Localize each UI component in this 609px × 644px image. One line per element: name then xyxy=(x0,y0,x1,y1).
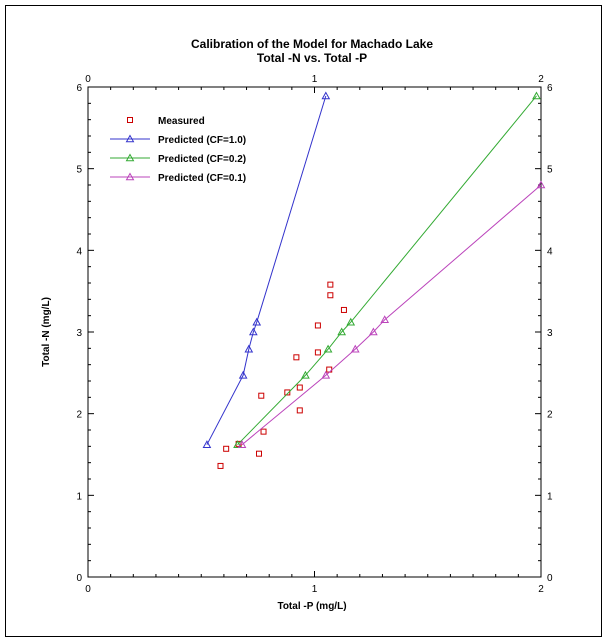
legend-marker xyxy=(125,153,135,162)
data-point xyxy=(284,389,291,396)
data-point xyxy=(327,281,334,288)
data-point xyxy=(296,384,303,391)
y-tick-label-right: 3 xyxy=(547,328,553,339)
series-3 xyxy=(237,180,546,448)
data-point xyxy=(337,327,347,336)
legend-label: Measured xyxy=(158,116,205,127)
series-layer xyxy=(202,91,546,469)
data-point xyxy=(293,354,300,361)
y-tick-label-right: 5 xyxy=(547,165,553,176)
legend-entry-2: Predicted (CF=0.2) xyxy=(110,153,246,165)
series-line xyxy=(241,184,542,446)
x-axis-label: Total -P (mg/L) xyxy=(277,601,346,612)
data-point xyxy=(369,327,378,336)
data-point xyxy=(532,91,541,100)
y-tick-label: 2 xyxy=(76,410,82,421)
series-line xyxy=(237,95,537,446)
legend-label: Predicted (CF=0.1) xyxy=(158,173,246,184)
data-point xyxy=(323,344,333,353)
data-point xyxy=(260,428,267,435)
y-tick-label: 1 xyxy=(76,491,82,502)
series-2 xyxy=(233,91,541,448)
legend: Measured Predicted (CF=1.0) Predicted (CF=… xyxy=(110,116,246,184)
data-point xyxy=(296,407,303,414)
x-tick-label: 1 xyxy=(312,584,318,595)
data-point xyxy=(327,292,334,299)
y-tick-label-right: 6 xyxy=(547,83,553,94)
y-tick-label: 5 xyxy=(76,165,82,176)
data-point xyxy=(248,327,258,336)
series-1 xyxy=(202,91,331,448)
legend-label: Predicted (CF=0.2) xyxy=(158,154,246,165)
legend-entry-0: Measured xyxy=(127,116,205,127)
legend-entry-1: Predicted (CF=1.0) xyxy=(110,134,246,146)
data-point xyxy=(536,180,546,189)
data-point xyxy=(380,315,390,324)
data-point xyxy=(346,317,356,326)
y-axis-label: Total -N (mg/L) xyxy=(41,297,52,367)
y-tick-label-right: 2 xyxy=(547,410,553,421)
legend-label: Predicted (CF=1.0) xyxy=(158,135,246,146)
data-point xyxy=(223,445,230,452)
x-tick-label-top: 1 xyxy=(312,74,318,85)
legend-entry-3: Predicted (CF=0.1) xyxy=(110,172,246,184)
chart-frame xyxy=(5,5,602,637)
data-point xyxy=(340,306,347,313)
data-point xyxy=(217,462,224,469)
data-point xyxy=(237,440,247,448)
x-tick-label-top: 2 xyxy=(538,74,544,85)
y-tick-label: 6 xyxy=(76,83,82,94)
data-point xyxy=(350,344,360,353)
series-line xyxy=(206,95,327,445)
data-point xyxy=(258,392,265,399)
legend-marker xyxy=(127,117,133,123)
data-point xyxy=(233,440,242,448)
y-tick-label: 0 xyxy=(76,573,82,584)
plot-frame xyxy=(87,86,542,578)
data-point xyxy=(202,440,212,448)
chart-subtitle: Total -N vs. Total -P xyxy=(257,51,367,65)
y-tick-label-right: 4 xyxy=(547,246,553,257)
y-tick-label: 4 xyxy=(76,246,82,257)
data-point xyxy=(321,91,331,100)
chart-title: Calibration of the Model for Machado Lak… xyxy=(191,37,433,51)
legend-marker xyxy=(125,134,135,143)
legend-marker xyxy=(125,172,135,181)
data-point xyxy=(314,322,321,329)
series-0 xyxy=(217,281,347,469)
x-tick-label: 2 xyxy=(538,584,544,595)
x-tick-label: 0 xyxy=(85,584,91,595)
data-point xyxy=(321,370,331,379)
data-point xyxy=(252,317,262,326)
data-point xyxy=(238,370,248,379)
data-point xyxy=(301,370,310,379)
y-tick-label-right: 0 xyxy=(547,573,553,584)
y-tick-label: 3 xyxy=(76,328,82,339)
data-point xyxy=(244,344,254,353)
data-point xyxy=(256,450,263,457)
y-tick-label-right: 1 xyxy=(547,491,553,502)
x-tick-label-top: 0 xyxy=(85,74,91,85)
data-point xyxy=(314,349,321,356)
